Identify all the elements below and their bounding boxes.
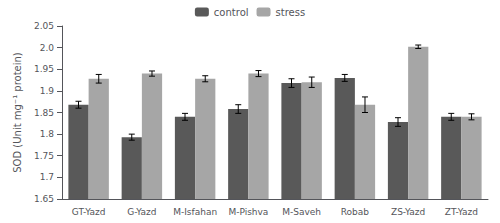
svg-text:control: control xyxy=(214,7,249,18)
svg-text:stress: stress xyxy=(276,7,306,18)
svg-text:SOD (Unit mg⁻¹ protein): SOD (Unit mg⁻¹ protein) xyxy=(12,52,23,173)
svg-text:2.0: 2.0 xyxy=(40,43,55,53)
svg-text:1.85: 1.85 xyxy=(34,108,54,118)
svg-text:2.05: 2.05 xyxy=(34,21,54,31)
svg-text:G-Yazd: G-Yazd xyxy=(127,207,156,217)
svg-text:1.8: 1.8 xyxy=(40,129,55,139)
svg-text:Robab: Robab xyxy=(341,207,370,217)
svg-text:1.75: 1.75 xyxy=(34,151,54,161)
svg-text:1.95: 1.95 xyxy=(34,64,54,74)
svg-text:GT-Yazd: GT-Yazd xyxy=(72,207,106,217)
svg-text:1.7: 1.7 xyxy=(40,172,54,182)
svg-text:1.9: 1.9 xyxy=(40,86,55,96)
svg-text:ZT-Yazd: ZT-Yazd xyxy=(445,207,478,217)
svg-text:M-Isfahan: M-Isfahan xyxy=(173,207,217,217)
svg-text:M-Saveh: M-Saveh xyxy=(282,207,321,217)
svg-text:1.65: 1.65 xyxy=(34,194,54,204)
svg-text:ZS-Yazd: ZS-Yazd xyxy=(391,207,425,217)
svg-text:M-Pishva: M-Pishva xyxy=(228,207,268,217)
